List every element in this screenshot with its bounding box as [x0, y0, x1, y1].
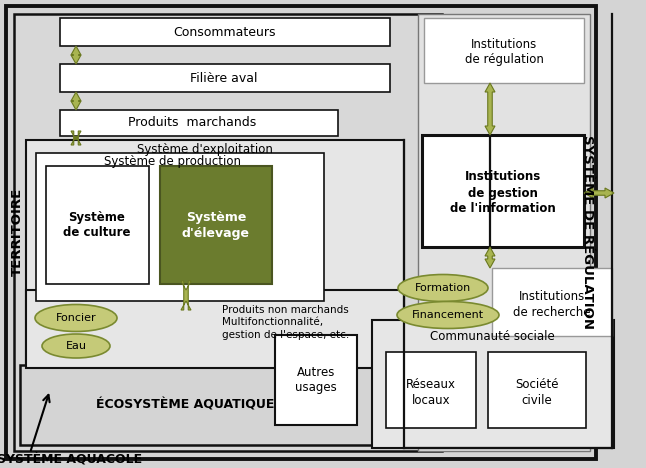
Bar — [26, 290, 404, 368]
Bar — [492, 268, 612, 336]
Text: Eau: Eau — [65, 341, 87, 351]
Ellipse shape — [397, 301, 499, 329]
Text: Institutions
de régulation: Institutions de régulation — [464, 37, 543, 66]
Bar — [418, 14, 590, 451]
Bar — [160, 166, 272, 284]
Polygon shape — [584, 188, 614, 198]
Text: Institutions
de gestion
de l'information: Institutions de gestion de l'information — [450, 170, 556, 215]
Text: ÉCOSYSTÈME AQUATIQUE: ÉCOSYSTÈME AQUATIQUE — [96, 398, 274, 411]
Ellipse shape — [35, 305, 117, 331]
Text: Consommateurs: Consommateurs — [172, 25, 275, 38]
Text: Formation: Formation — [415, 283, 471, 293]
Bar — [372, 320, 614, 448]
Text: Système
d'élevage: Système d'élevage — [182, 211, 250, 240]
Polygon shape — [71, 46, 81, 64]
Bar — [14, 14, 442, 451]
Ellipse shape — [42, 334, 110, 358]
Text: Institutions
de recherche: Institutions de recherche — [514, 290, 590, 319]
Text: Produits  marchands: Produits marchands — [128, 117, 256, 130]
Bar — [20, 365, 400, 445]
FancyArrowPatch shape — [31, 395, 50, 450]
Bar — [386, 352, 476, 428]
Text: SYSTÈME DE RÉGULATION: SYSTÈME DE RÉGULATION — [581, 135, 594, 329]
Text: Financement: Financement — [412, 310, 484, 320]
Ellipse shape — [398, 275, 488, 301]
Text: Produits non marchands
Multifonctionnalité,
gestion de l'espace, etc.: Produits non marchands Multifonctionnali… — [222, 305, 349, 340]
Polygon shape — [71, 131, 81, 145]
Polygon shape — [71, 92, 81, 110]
Text: Communauté sociale: Communauté sociale — [430, 329, 554, 343]
Bar — [60, 18, 390, 46]
Bar — [60, 64, 390, 92]
Text: TERRITOIRE: TERRITOIRE — [10, 188, 23, 276]
Text: Société
civile: Société civile — [516, 378, 559, 407]
Bar — [488, 352, 586, 428]
Text: SYSTÈME AQUACOLE: SYSTÈME AQUACOLE — [0, 453, 143, 467]
Bar — [36, 153, 324, 301]
Text: Filière aval: Filière aval — [191, 72, 258, 85]
Bar — [422, 135, 584, 247]
Text: Réseaux
locaux: Réseaux locaux — [406, 378, 456, 407]
Text: Système
de culture: Système de culture — [63, 211, 130, 240]
Bar — [26, 140, 404, 365]
Bar — [46, 166, 149, 284]
Text: Autres
usages: Autres usages — [295, 366, 337, 395]
Bar — [60, 110, 338, 136]
Polygon shape — [485, 247, 495, 268]
Bar — [275, 335, 357, 425]
Text: Système d'exploitation: Système d'exploitation — [137, 144, 273, 156]
Bar — [424, 18, 584, 83]
Polygon shape — [181, 281, 191, 310]
Text: Système de production: Système de production — [103, 155, 240, 168]
Text: Foncier: Foncier — [56, 313, 96, 323]
Polygon shape — [485, 83, 495, 135]
